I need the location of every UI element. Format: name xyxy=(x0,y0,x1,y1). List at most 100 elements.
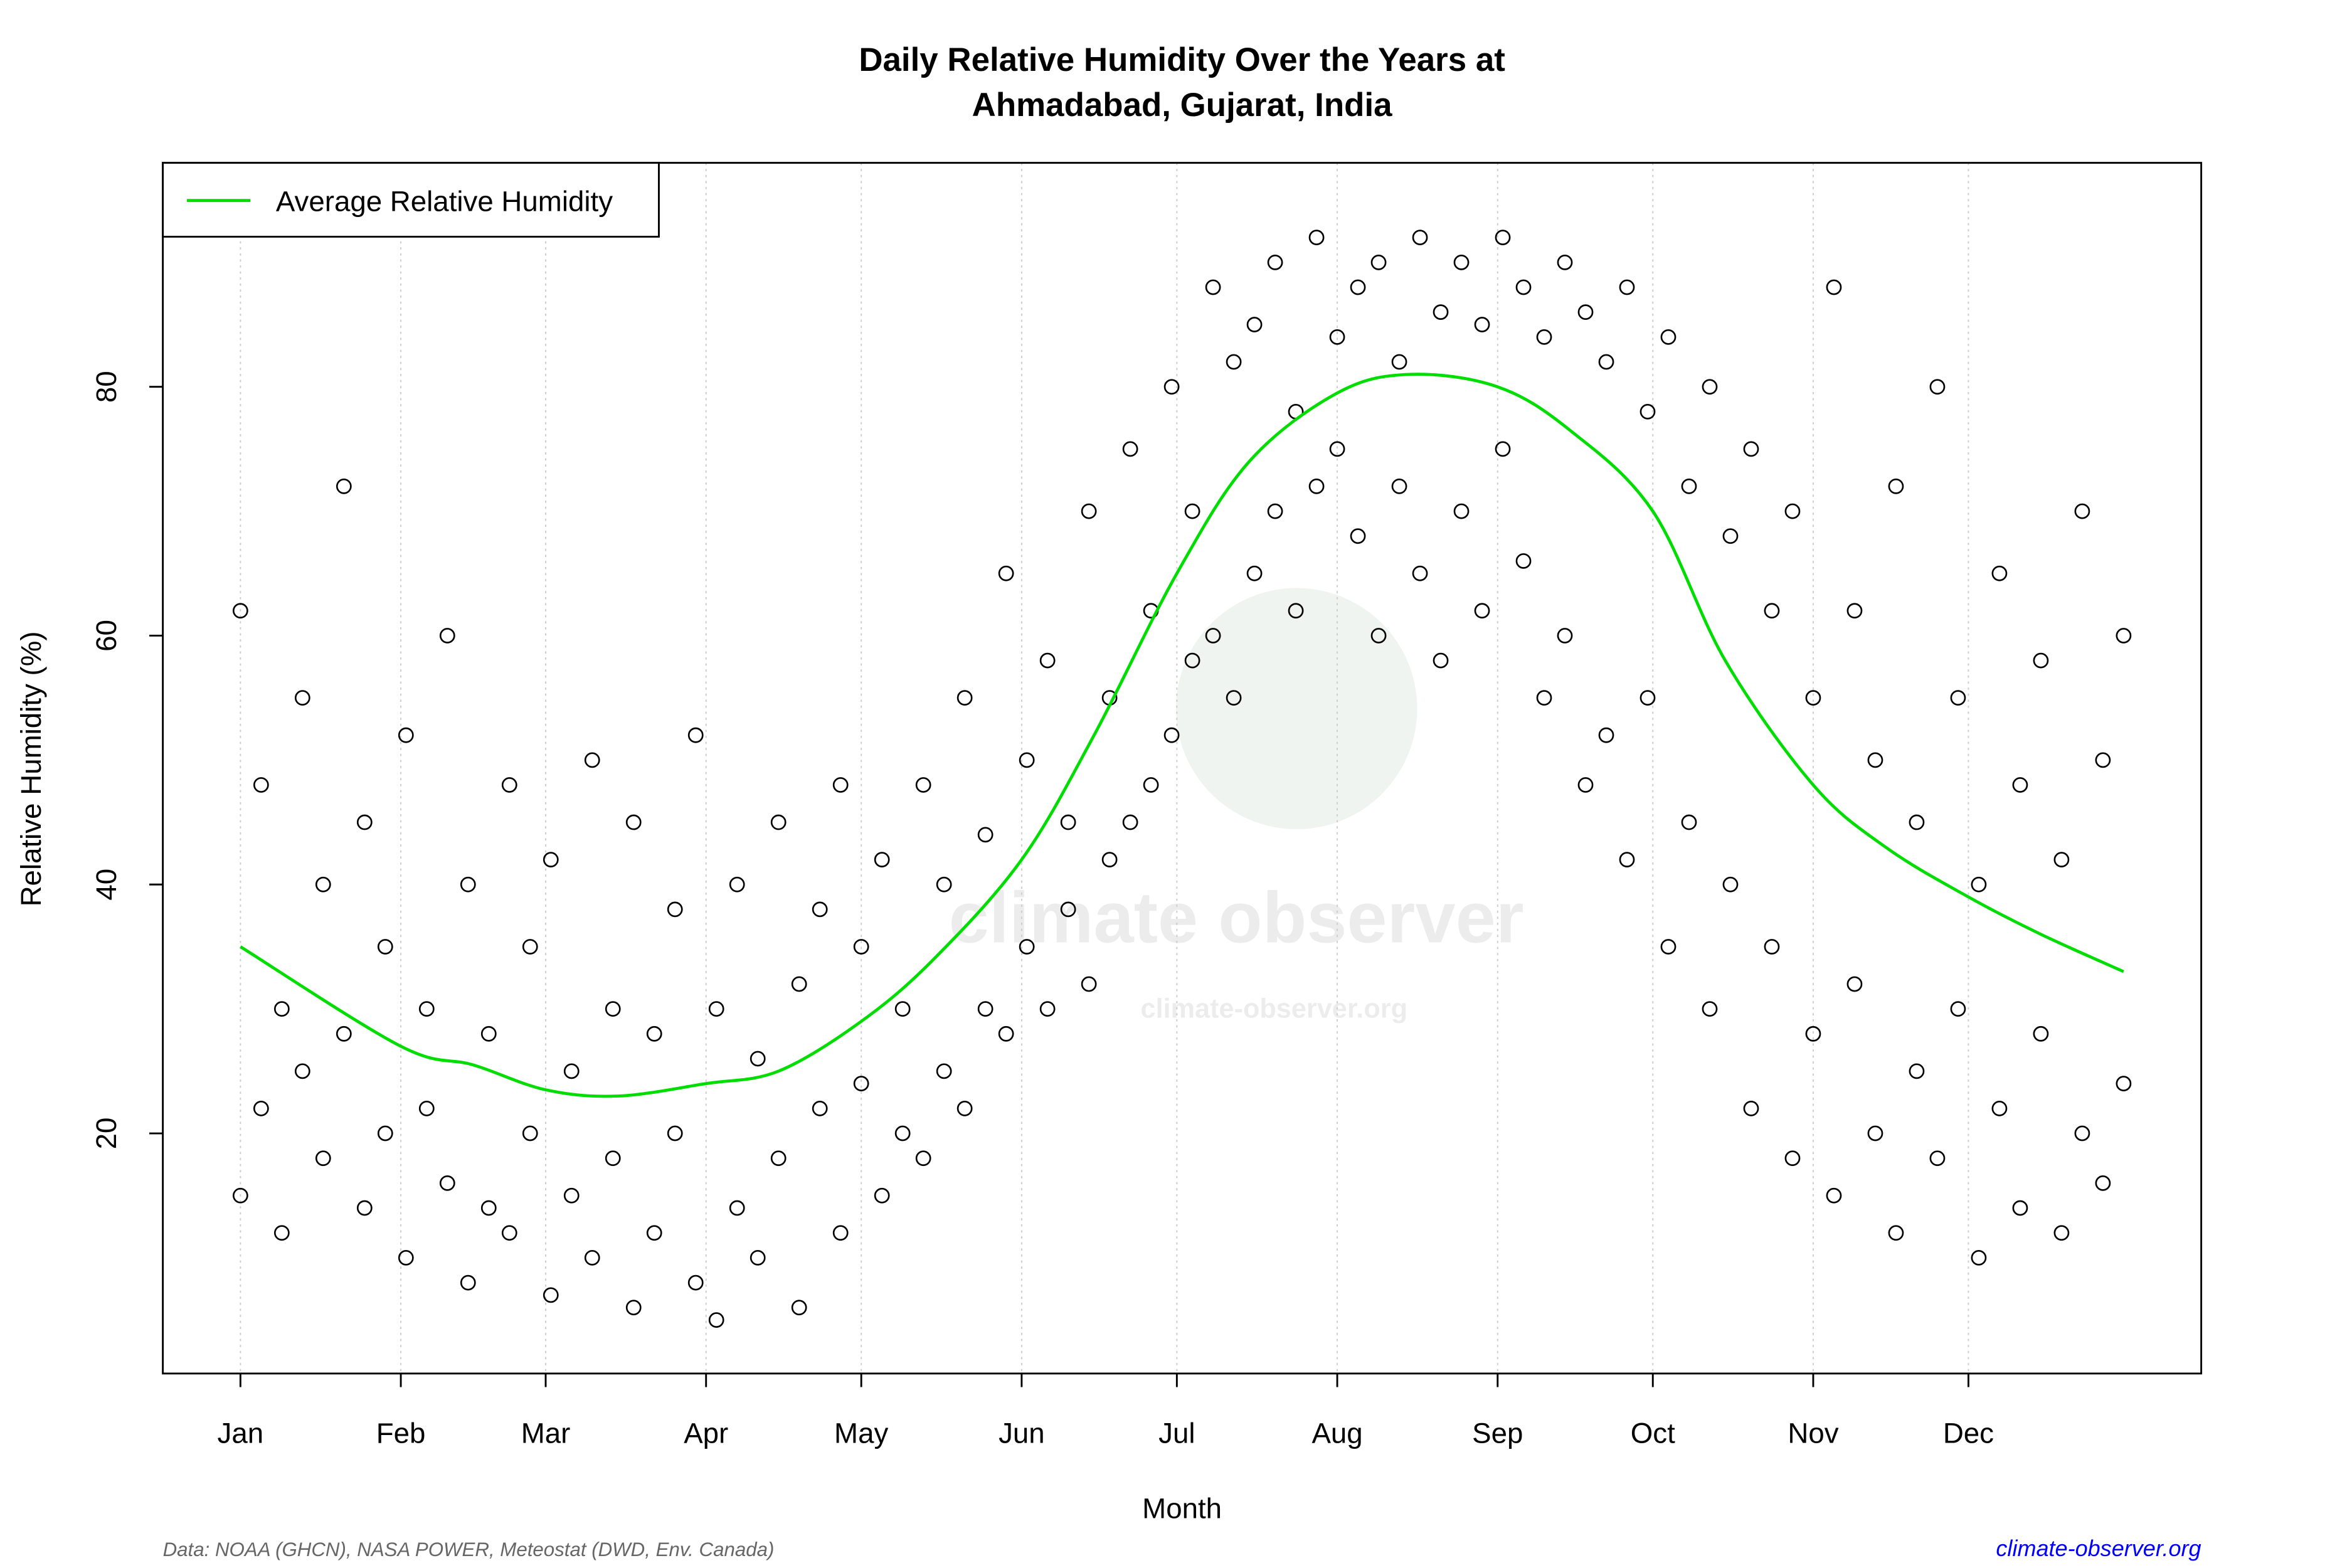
data-point xyxy=(832,777,849,793)
data-point xyxy=(915,1150,931,1167)
data-point xyxy=(874,852,890,867)
x-axis: Jan Feb Mar Apr May Jun Jul Aug Sep Oct Nov Dec xyxy=(218,1373,1994,1449)
data-point xyxy=(1163,727,1180,743)
data-point xyxy=(480,1025,497,1042)
data-point xyxy=(1929,379,1946,395)
y-tick-label: 20 xyxy=(90,1118,122,1150)
data-point xyxy=(480,1200,497,1216)
data-point xyxy=(1991,565,2008,581)
scatter-points xyxy=(232,230,2132,1328)
data-point xyxy=(253,1100,269,1116)
data-point xyxy=(418,1100,435,1116)
data-point xyxy=(956,1100,973,1116)
data-point xyxy=(1081,503,1097,519)
data-point xyxy=(273,1001,290,1017)
data-point xyxy=(1577,777,1594,793)
data-point xyxy=(977,827,993,843)
data-point xyxy=(1226,354,1242,370)
data-point xyxy=(1433,304,1449,320)
data-point xyxy=(1329,441,1345,457)
data-point xyxy=(1846,976,1863,992)
data-point xyxy=(1350,279,1366,295)
data-point xyxy=(336,1025,352,1042)
data-point xyxy=(1370,628,1387,644)
data-point xyxy=(1019,752,1035,768)
x-axis-label: Month xyxy=(1142,1493,1222,1525)
data-point xyxy=(1184,503,1200,519)
y-axis-label: Relative Humidity (%) xyxy=(15,632,47,907)
watermark: climate observer climate-observer.org xyxy=(949,588,1524,1024)
watermark-brand: climate observer xyxy=(949,877,1524,958)
data-point xyxy=(1702,1001,1718,1017)
data-point xyxy=(1598,727,1614,743)
data-point xyxy=(936,1063,952,1079)
data-point xyxy=(1308,479,1325,494)
data-point xyxy=(1246,317,1263,332)
data-point xyxy=(1950,690,1966,706)
data-point xyxy=(1163,379,1180,395)
y-tick-label: 80 xyxy=(90,371,122,403)
data-point xyxy=(729,876,745,893)
data-point xyxy=(1619,852,1635,867)
footer-link[interactable]: climate-observer.org xyxy=(1996,1535,2201,1561)
data-point xyxy=(2074,503,2090,519)
data-point xyxy=(1577,304,1594,320)
data-point xyxy=(812,1100,828,1116)
x-tick-label: Jun xyxy=(999,1417,1045,1449)
data-point xyxy=(1370,254,1387,270)
data-point xyxy=(1246,565,1263,581)
data-point xyxy=(1122,814,1138,830)
data-point xyxy=(956,690,973,706)
data-point xyxy=(1888,1225,1904,1241)
data-point xyxy=(1929,1150,1946,1167)
data-point xyxy=(1846,603,1863,619)
data-point xyxy=(1640,404,1656,420)
data-point xyxy=(708,1001,724,1017)
data-point xyxy=(894,1125,911,1142)
data-point xyxy=(584,1250,600,1266)
data-point xyxy=(894,1001,911,1017)
data-point xyxy=(398,727,414,743)
data-point xyxy=(1681,814,1697,830)
data-point xyxy=(1991,1100,2008,1116)
watermark-logo xyxy=(1176,588,1417,830)
y-tick-label: 40 xyxy=(90,869,122,901)
data-point xyxy=(232,1187,248,1204)
data-point xyxy=(1267,503,1283,519)
data-point xyxy=(791,1300,807,1316)
data-point xyxy=(1722,528,1739,544)
data-point xyxy=(998,1025,1014,1042)
average-humidity-line xyxy=(240,373,2124,1098)
data-point xyxy=(1329,329,1345,345)
data-point xyxy=(625,814,642,830)
data-point xyxy=(418,1001,435,1017)
data-point xyxy=(1474,603,1490,619)
data-point xyxy=(1764,939,1780,955)
data-point xyxy=(315,876,331,893)
data-point xyxy=(1453,503,1470,519)
data-point xyxy=(1391,354,1407,370)
data-point xyxy=(1412,565,1428,581)
data-point xyxy=(1267,254,1283,270)
data-point xyxy=(2033,652,2049,669)
data-point xyxy=(998,565,1014,581)
x-tick-label: Dec xyxy=(1943,1417,1994,1449)
data-point xyxy=(2116,628,2132,644)
data-point xyxy=(1205,628,1221,644)
data-point xyxy=(273,1225,290,1241)
data-point xyxy=(1288,603,1304,619)
data-point xyxy=(1515,279,1532,295)
data-point xyxy=(750,1250,766,1266)
data-point xyxy=(460,876,476,893)
data-point xyxy=(1702,379,1718,395)
data-point xyxy=(439,628,455,644)
data-point xyxy=(1081,976,1097,992)
data-point xyxy=(2074,1125,2090,1142)
data-point xyxy=(1805,690,1821,706)
data-point xyxy=(1971,1250,1987,1266)
x-tick-label: Sep xyxy=(1472,1417,1523,1449)
data-point xyxy=(729,1200,745,1216)
data-point xyxy=(232,603,248,619)
data-point xyxy=(522,1125,538,1142)
